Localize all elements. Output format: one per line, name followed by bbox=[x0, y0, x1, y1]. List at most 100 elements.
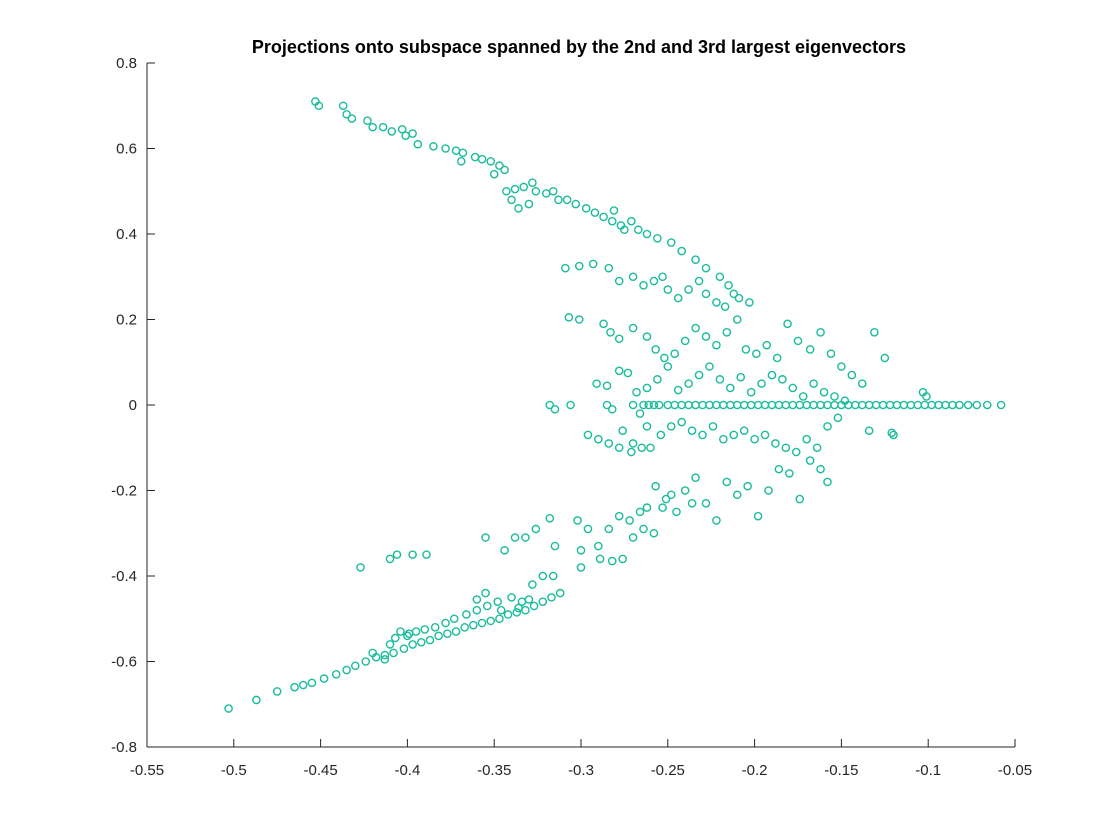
data-point bbox=[420, 625, 430, 634]
data-point bbox=[628, 533, 638, 542]
data-point bbox=[658, 503, 667, 512]
data-point bbox=[701, 332, 711, 341]
data-point bbox=[802, 434, 811, 444]
data-point bbox=[538, 597, 548, 606]
data-point bbox=[385, 554, 395, 564]
data-point bbox=[684, 285, 693, 294]
data-point bbox=[732, 315, 742, 324]
data-point bbox=[496, 605, 506, 615]
data-point bbox=[602, 400, 612, 410]
data-point bbox=[722, 477, 732, 487]
data-point bbox=[778, 375, 787, 384]
data-point bbox=[677, 400, 686, 410]
x-tick-label: -0.35 bbox=[477, 762, 511, 779]
data-point bbox=[963, 400, 973, 410]
data-point bbox=[694, 370, 704, 380]
x-tick-label: -0.05 bbox=[998, 762, 1032, 779]
data-point bbox=[550, 404, 560, 414]
data-point bbox=[545, 513, 555, 523]
data-point bbox=[816, 464, 825, 474]
data-point bbox=[460, 623, 469, 632]
data-point bbox=[528, 580, 537, 589]
data-point bbox=[802, 400, 811, 410]
data-point bbox=[396, 627, 405, 636]
data-point bbox=[753, 400, 763, 410]
data-point bbox=[982, 400, 992, 410]
data-point bbox=[857, 400, 867, 410]
data-point bbox=[729, 430, 739, 440]
data-point bbox=[604, 439, 614, 448]
data-point bbox=[378, 122, 388, 132]
data-point bbox=[618, 426, 627, 435]
data-point bbox=[785, 469, 794, 478]
data-point bbox=[599, 319, 608, 329]
data-point bbox=[627, 447, 636, 457]
data-point bbox=[594, 541, 603, 551]
data-point bbox=[456, 157, 466, 166]
data-point bbox=[573, 516, 582, 525]
data-point bbox=[726, 400, 735, 410]
data-point bbox=[788, 400, 798, 410]
data-point bbox=[724, 280, 733, 290]
data-point bbox=[319, 674, 329, 683]
data-point bbox=[774, 464, 784, 474]
data-point bbox=[771, 439, 780, 448]
data-point bbox=[451, 146, 461, 155]
data-point bbox=[614, 276, 624, 286]
data-point bbox=[331, 670, 341, 679]
data-point bbox=[712, 298, 721, 307]
data-point bbox=[583, 524, 593, 534]
data-point bbox=[816, 328, 825, 337]
data-point bbox=[342, 665, 351, 675]
data-point bbox=[510, 533, 520, 542]
y-tick-label: -0.8 bbox=[111, 739, 137, 756]
data-point bbox=[809, 379, 818, 388]
data-point bbox=[826, 349, 836, 359]
data-point bbox=[392, 550, 402, 559]
data-point bbox=[691, 473, 700, 482]
data-point bbox=[701, 263, 711, 273]
data-point bbox=[672, 507, 681, 517]
data-point bbox=[658, 272, 667, 282]
data-point bbox=[389, 648, 398, 658]
data-point bbox=[649, 400, 659, 410]
data-point bbox=[583, 430, 593, 440]
data-point bbox=[656, 430, 666, 440]
data-point bbox=[698, 430, 707, 440]
data-point bbox=[687, 426, 697, 435]
y-tick-label: -0.2 bbox=[111, 483, 137, 500]
data-point bbox=[425, 635, 435, 645]
data-point bbox=[607, 216, 617, 226]
data-point bbox=[614, 366, 624, 376]
data-point bbox=[767, 370, 777, 380]
data-point bbox=[720, 302, 730, 311]
data-point bbox=[224, 704, 233, 713]
data-point bbox=[870, 328, 879, 337]
data-point bbox=[531, 186, 541, 196]
x-tick-label: -0.2 bbox=[742, 762, 768, 779]
data-point bbox=[837, 362, 846, 371]
data-point bbox=[649, 276, 659, 286]
data-point bbox=[927, 400, 936, 410]
data-point bbox=[493, 597, 502, 606]
data-point bbox=[529, 601, 539, 611]
data-point bbox=[606, 328, 615, 337]
data-point bbox=[609, 206, 619, 215]
data-point bbox=[670, 400, 680, 410]
data-point bbox=[941, 400, 950, 410]
data-point bbox=[397, 124, 407, 134]
data-point bbox=[500, 546, 509, 555]
x-tick-label: -0.25 bbox=[651, 762, 685, 779]
data-point bbox=[545, 400, 555, 410]
data-point bbox=[698, 400, 707, 410]
data-point bbox=[607, 404, 617, 414]
data-point bbox=[767, 400, 777, 410]
data-point bbox=[541, 189, 551, 198]
data-point bbox=[408, 640, 417, 649]
data-point bbox=[743, 481, 752, 491]
data-point bbox=[477, 618, 487, 628]
data-point bbox=[342, 110, 351, 119]
data-point bbox=[805, 456, 815, 465]
data-point bbox=[719, 400, 728, 410]
data-point bbox=[753, 511, 763, 521]
